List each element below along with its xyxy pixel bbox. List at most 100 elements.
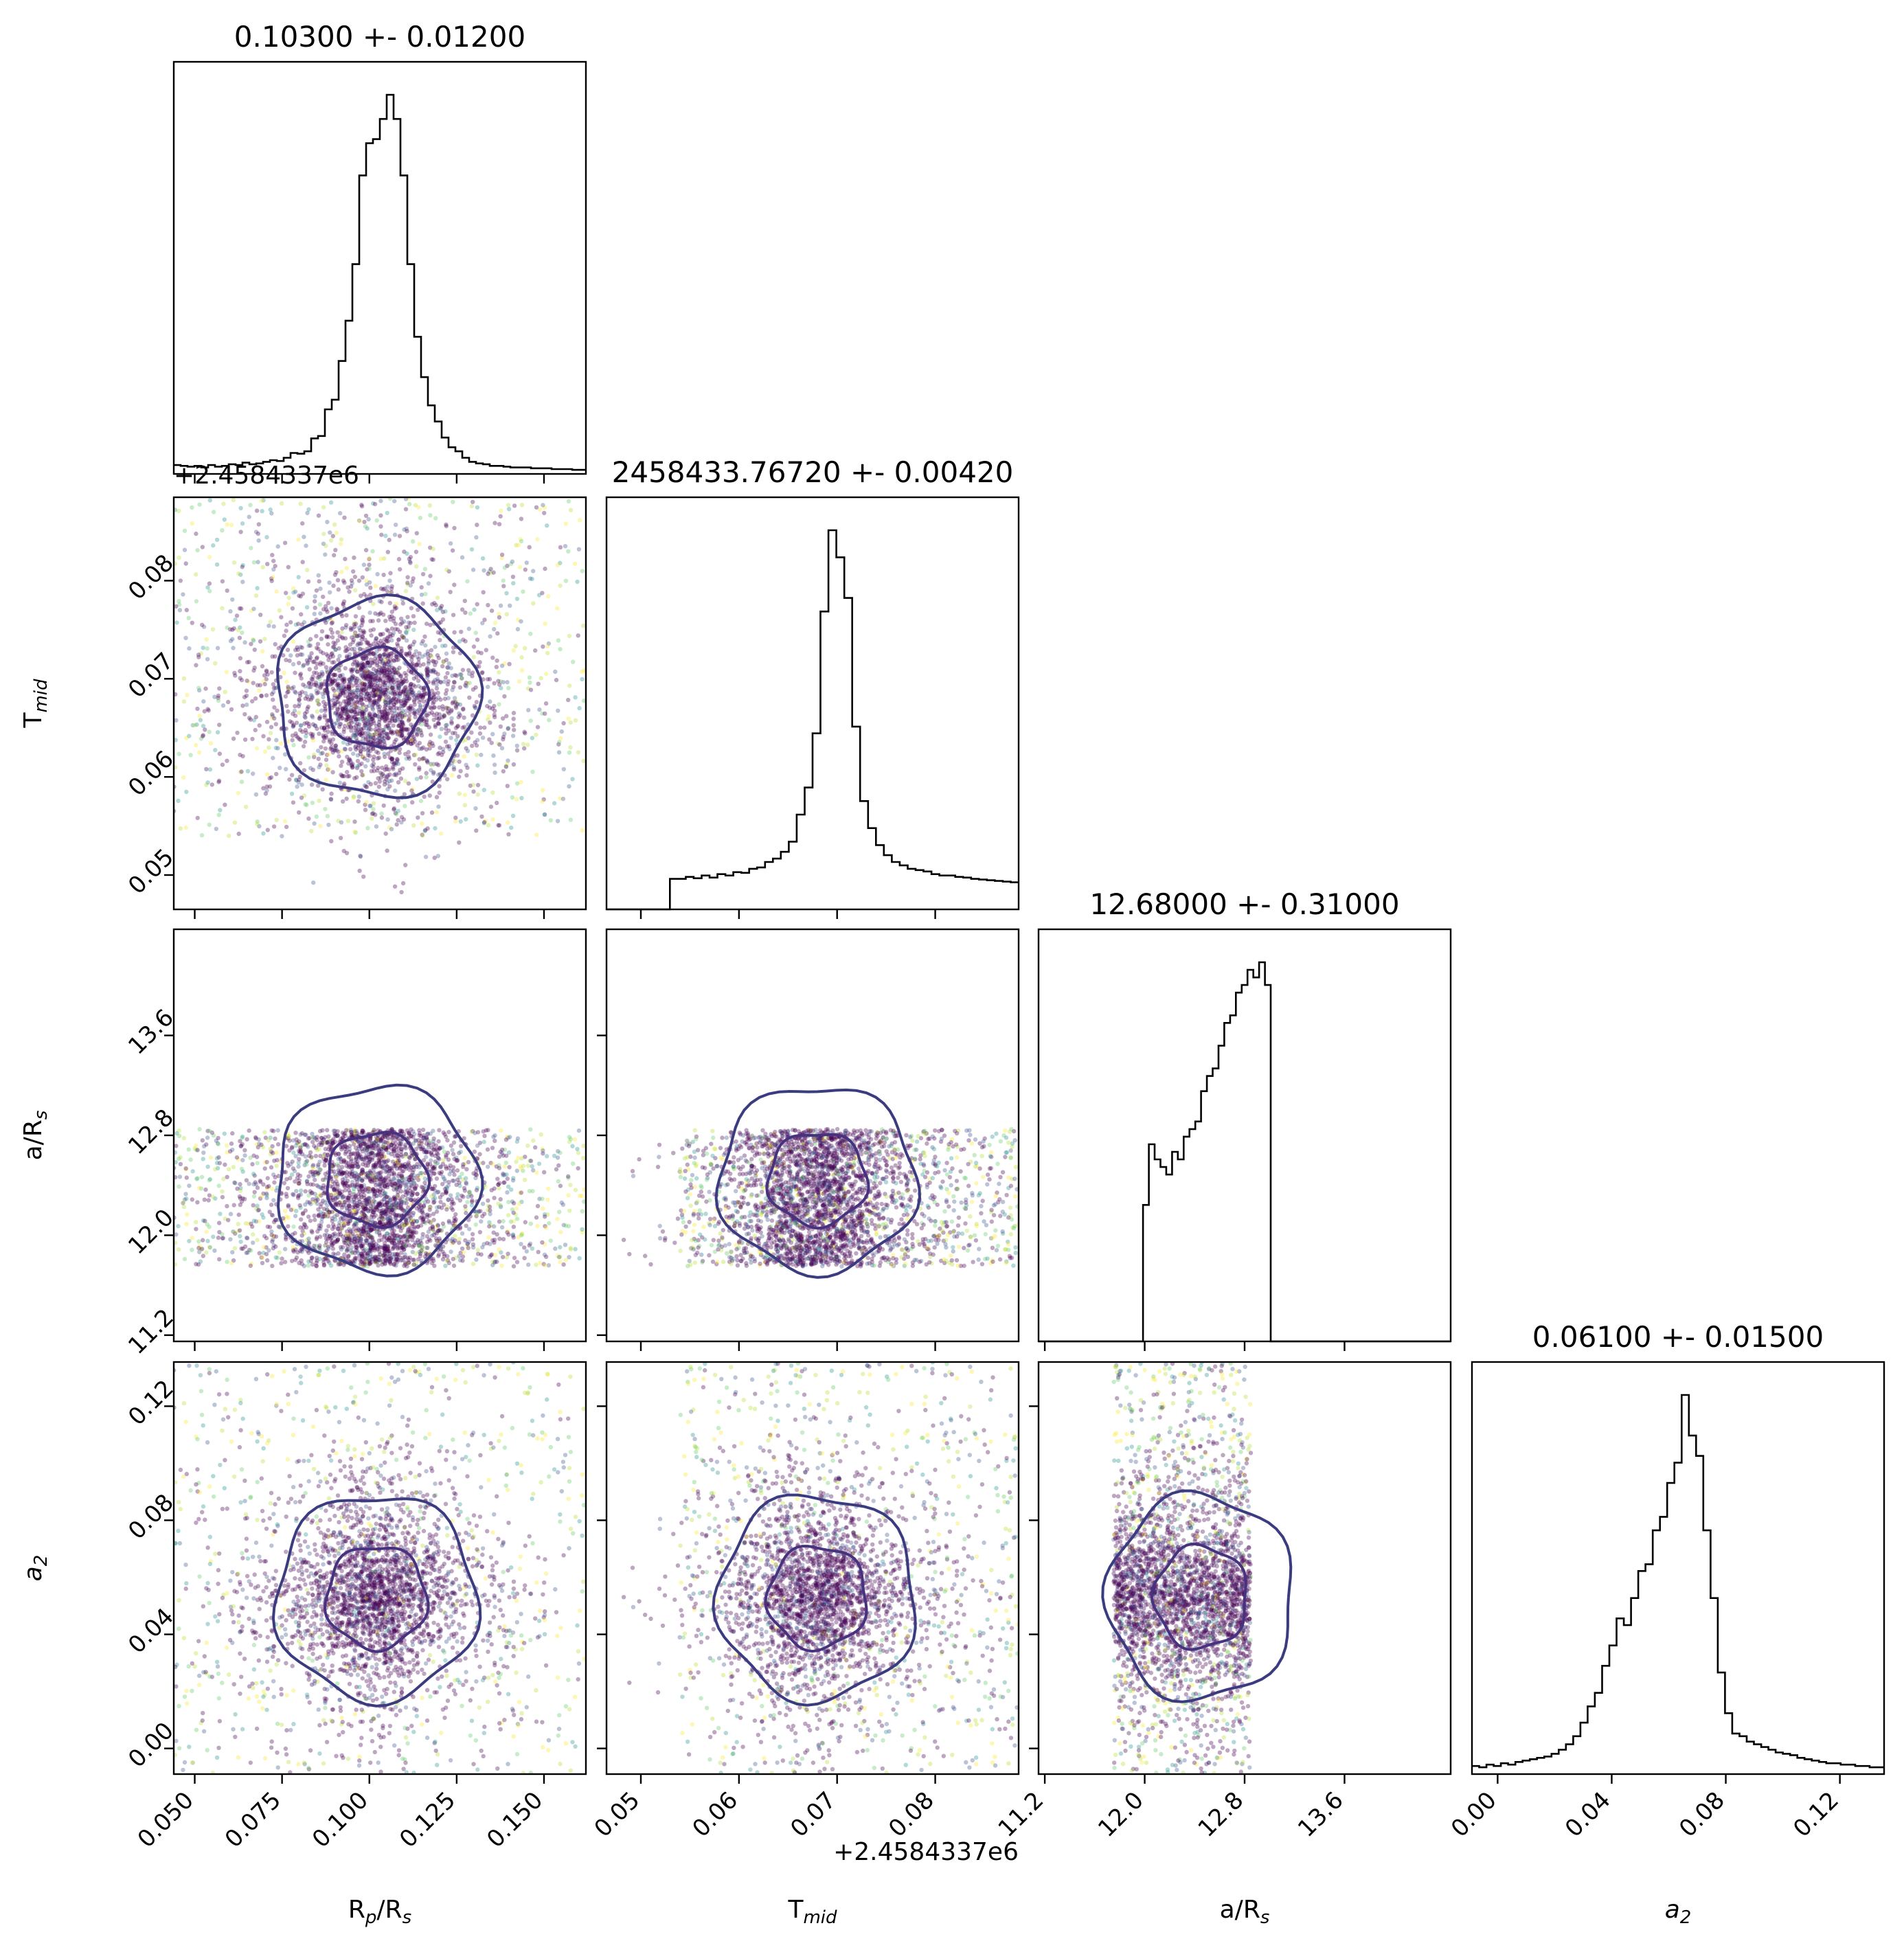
scatter-point [382,782,387,787]
scatter-point [427,711,432,716]
scatter-point [280,834,284,839]
scatter-point [396,684,401,689]
scatter-point [429,810,435,815]
scatter-point [357,717,362,722]
scatter-point [235,730,240,736]
scatter-point [361,1228,365,1233]
scatter-point [392,760,397,766]
scatter-point [306,660,310,665]
scatter-point [385,773,390,778]
scatter-point [236,571,241,576]
scatter-point [342,1183,347,1188]
scatter-point [204,1229,209,1234]
scatter-point [486,714,491,719]
scatter-point [334,720,339,726]
scatter-point [399,733,405,738]
scatter-point [447,747,452,751]
scatter-point [429,1233,435,1238]
scatter-point [502,1172,507,1177]
scatter-point [372,701,376,705]
scatter-point [454,1155,459,1160]
scatter-point [394,522,398,527]
scatter-point [315,1172,320,1177]
scatter-point [473,740,477,745]
scatter-point [464,817,468,822]
scatter-point [354,663,360,668]
scatter-point [394,1201,398,1206]
scatter-point [517,1201,522,1206]
scatter-point [389,614,394,619]
scatter-point [492,521,497,525]
scatter-point [365,721,370,727]
scatter-point [396,723,401,729]
scatter-point [418,1144,422,1149]
scatter-point [409,606,414,611]
scatter-point [321,733,326,738]
scatter-point [319,745,324,750]
scatter-point [495,1177,500,1181]
scatter-point [397,723,403,727]
scatter-point [195,547,200,553]
scatter-point [527,1189,532,1194]
scatter-point [225,625,229,630]
scatter-point [567,784,571,789]
scatter-point [383,690,388,694]
scatter-point [519,619,523,624]
scatter-point [368,1228,373,1234]
scatter-point [323,1177,328,1182]
scatter-point [343,693,348,699]
scatter-point [334,1238,339,1243]
scatter-point [442,714,446,719]
scatter-point [499,1128,503,1133]
scatter-point [363,637,367,642]
scatter-point [396,683,400,688]
scatter-point [558,796,563,801]
scatter-point [190,1197,194,1202]
scatter-point [418,1253,422,1259]
scatter-point [339,541,343,547]
scatter-point [336,819,341,824]
scatter-point [372,694,376,699]
scatter-point [475,782,481,788]
contour-line [325,645,431,750]
scatter-point [296,537,301,542]
scatter-point [207,581,212,586]
scatter-point [368,619,373,624]
scatter-point [346,761,351,766]
scatter-point [467,1227,472,1232]
scatter-point [337,683,342,688]
scatter-point [527,675,532,680]
scatter-point [425,673,430,678]
scatter-point [305,510,310,516]
scatter-point [363,720,367,725]
scatter-point [290,738,295,742]
scatter-point [335,630,340,635]
scatter-point [374,692,378,698]
scatter-point [325,519,330,525]
scatter-point [373,781,378,786]
scatter-point [438,605,443,611]
scatter-point [337,714,343,719]
scatter-point [342,709,347,714]
scatter-point [511,1218,516,1224]
scatter-point [363,687,368,692]
scatter-point [363,731,367,736]
scatter-point [394,1212,399,1218]
scatter-point [371,642,376,646]
scatter-point [522,746,527,751]
scatter-point [349,670,354,674]
scatter-point [352,714,357,720]
scatter-point [335,712,340,717]
scatter-point [503,1137,509,1142]
scatter-point [382,707,387,712]
scatter-point [385,715,390,720]
scatter-point [431,700,436,705]
scatter-point [298,644,303,650]
scatter-point [433,723,438,728]
scatter-point [286,595,291,600]
scatter-point [259,498,264,503]
scatter-point [264,1245,269,1250]
scatter-point [377,726,382,731]
scatter-point [331,672,336,677]
scatter-point [368,683,373,688]
